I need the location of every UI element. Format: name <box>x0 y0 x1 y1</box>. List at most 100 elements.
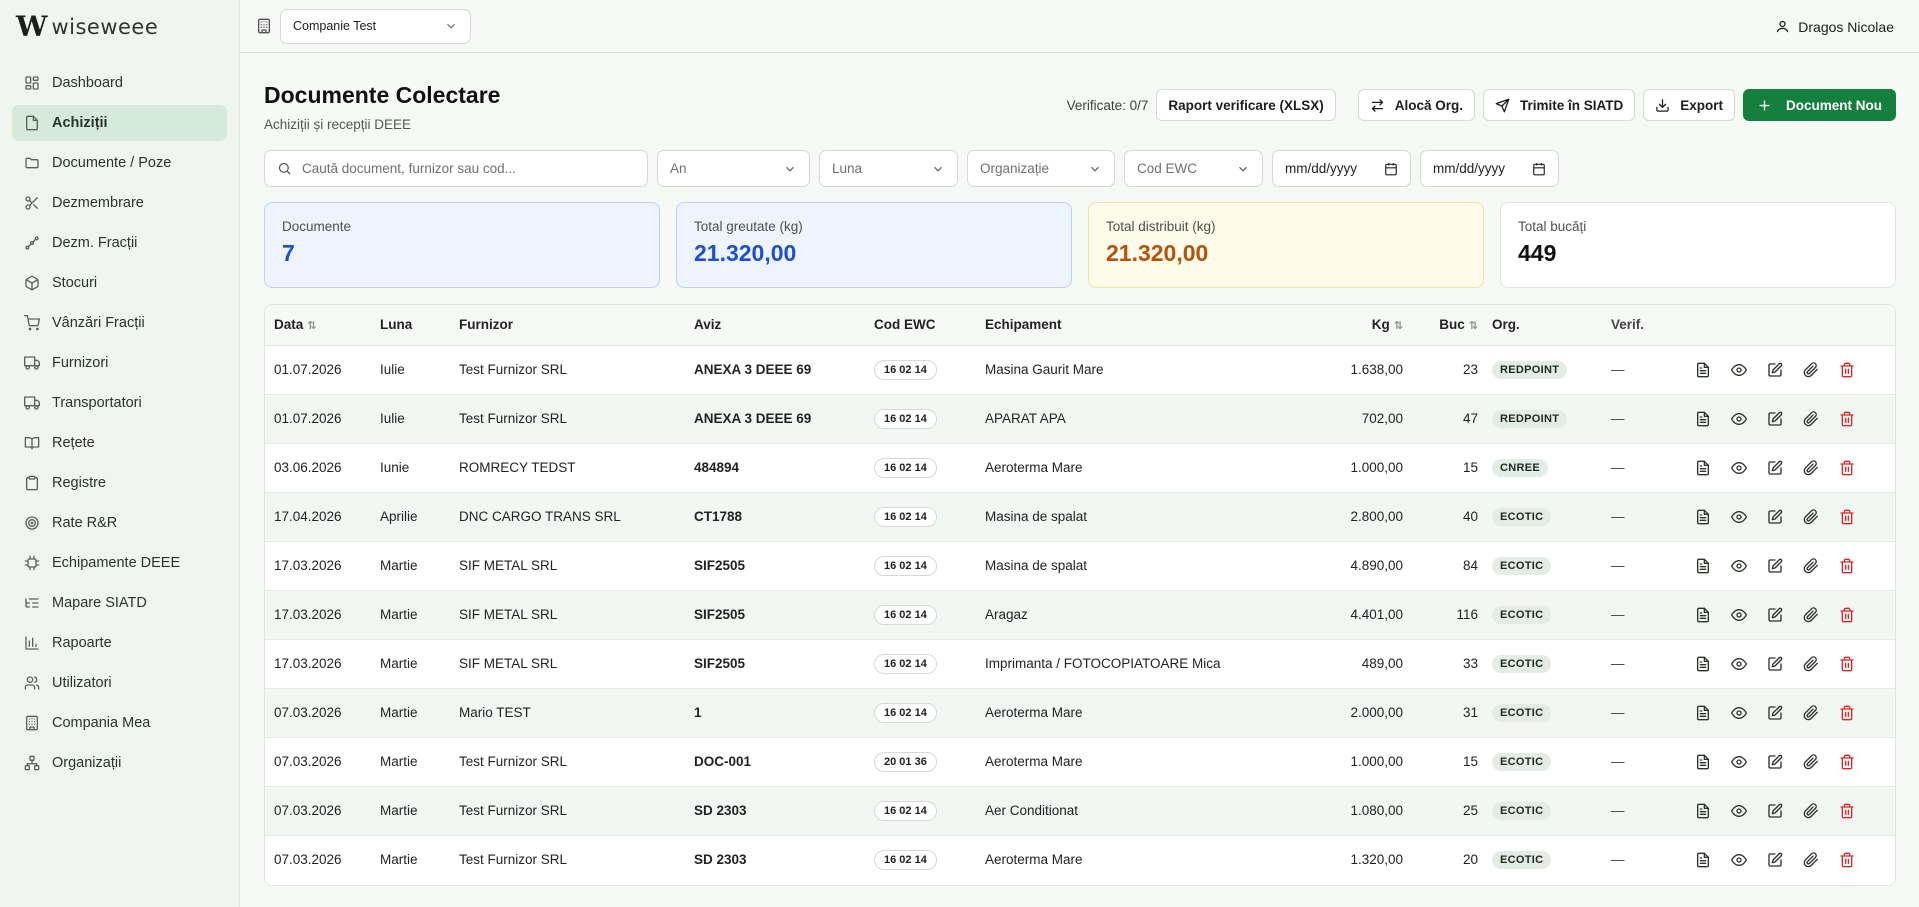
trash-icon[interactable] <box>1839 852 1855 868</box>
luna-select[interactable]: Luna <box>819 150 958 187</box>
raport-verificare-button[interactable]: Raport verificare (XLSX) <box>1156 89 1336 121</box>
table-row[interactable]: 07.03.2026 Martie Test Furnizor SRL SD 2303… <box>265 835 1895 884</box>
eye-icon[interactable] <box>1731 607 1747 623</box>
trash-icon[interactable] <box>1839 558 1855 574</box>
edit-icon[interactable] <box>1767 656 1783 672</box>
sidebar-item-documente-poze[interactable]: Documente / Poze <box>12 145 227 181</box>
view-document-icon[interactable] <box>1695 460 1711 476</box>
aloca-org-button[interactable]: Alocă Org. <box>1357 89 1475 121</box>
trash-icon[interactable] <box>1839 509 1855 525</box>
cod-ewc-select[interactable]: Cod EWC <box>1124 150 1263 187</box>
edit-icon[interactable] <box>1767 607 1783 623</box>
sidebar-item-stocuri[interactable]: Stocuri <box>12 265 227 301</box>
edit-icon[interactable] <box>1767 460 1783 476</box>
trash-icon[interactable] <box>1839 656 1855 672</box>
table-row[interactable]: 17.03.2026 Martie SIF METAL SRL SIF2505 16 0… <box>265 590 1895 640</box>
table-row[interactable]: 17.03.2026 Martie SIF METAL SRL SIF2505 16 0… <box>265 541 1895 591</box>
sidebar-item-organizatii[interactable]: Organizații <box>12 745 227 781</box>
paperclip-icon[interactable] <box>1803 802 1819 819</box>
user-menu[interactable]: Dragos Nicolae <box>1775 0 1894 53</box>
view-document-icon[interactable] <box>1695 656 1711 672</box>
eye-icon[interactable] <box>1731 705 1747 721</box>
eye-icon[interactable] <box>1731 509 1747 525</box>
edit-icon[interactable] <box>1767 558 1783 574</box>
sidebar-item-rapoarte[interactable]: Rapoarte <box>12 625 227 661</box>
paperclip-icon[interactable] <box>1803 704 1819 721</box>
table-row[interactable]: 01.07.2026 Iulie Test Furnizor SRL ANEXA 3 … <box>265 394 1895 444</box>
paperclip-icon[interactable] <box>1803 459 1819 476</box>
an-select[interactable]: An <box>657 150 810 187</box>
search-input[interactable]: Caută document, furnizor sau cod... <box>264 150 648 187</box>
table-row[interactable]: 07.03.2026 Martie Test Furnizor SRL SD 2303… <box>265 786 1895 836</box>
edit-icon[interactable] <box>1767 362 1783 378</box>
sidebar-item-retete[interactable]: Rețete <box>12 425 227 461</box>
eye-icon[interactable] <box>1731 803 1747 819</box>
sidebar-item-transportatori[interactable]: Transportatori <box>12 385 227 421</box>
eye-icon[interactable] <box>1731 852 1747 868</box>
table-row[interactable]: 03.06.2026 Iunie ROMRECY TEDST 484894 16 02 … <box>265 443 1895 493</box>
edit-icon[interactable] <box>1767 852 1783 868</box>
table-row[interactable]: 17.03.2026 Martie SIF METAL SRL SIF2505 16 0… <box>265 639 1895 689</box>
sidebar-item-dezmembrare[interactable]: Dezmembrare <box>12 185 227 221</box>
trash-icon[interactable] <box>1839 607 1855 623</box>
sidebar-item-dashboard[interactable]: Dashboard <box>12 65 227 101</box>
eye-icon[interactable] <box>1731 558 1747 574</box>
view-document-icon[interactable] <box>1695 607 1711 623</box>
paperclip-icon[interactable] <box>1803 361 1819 378</box>
trash-icon[interactable] <box>1839 460 1855 476</box>
paperclip-icon[interactable] <box>1803 606 1819 623</box>
trash-icon[interactable] <box>1839 411 1855 427</box>
sidebar-item-utilizatori[interactable]: Utilizatori <box>12 665 227 701</box>
paperclip-icon[interactable] <box>1803 557 1819 574</box>
table-row[interactable]: 07.03.2026 Martie Test Furnizor SRL DOC-001… <box>265 737 1895 787</box>
view-document-icon[interactable] <box>1695 754 1711 770</box>
edit-icon[interactable] <box>1767 754 1783 770</box>
eye-icon[interactable] <box>1731 754 1747 770</box>
trash-icon[interactable] <box>1839 754 1855 770</box>
sidebar-item-registre[interactable]: Registre <box>12 465 227 501</box>
edit-icon[interactable] <box>1767 803 1783 819</box>
edit-icon[interactable] <box>1767 509 1783 525</box>
logo[interactable]: W wiseweee <box>0 0 239 53</box>
table-row[interactable]: 07.03.2026 Martie Mario TEST 1 16 02 14 Aerot… <box>265 688 1895 738</box>
sidebar-item-achizitii[interactable]: Achiziții <box>12 105 227 141</box>
view-document-icon[interactable] <box>1695 852 1711 868</box>
company-select[interactable]: Companie Test <box>280 8 471 44</box>
organizatie-select[interactable]: Organizație <box>967 150 1115 187</box>
eye-icon[interactable] <box>1731 362 1747 378</box>
paperclip-icon[interactable] <box>1803 655 1819 672</box>
eye-icon[interactable] <box>1731 411 1747 427</box>
trash-icon[interactable] <box>1839 803 1855 819</box>
col-header-kg[interactable]: Kg ⇅ <box>1315 305 1403 346</box>
document-nou-button[interactable]: Document Nou <box>1743 89 1896 121</box>
eye-icon[interactable] <box>1731 656 1747 672</box>
view-document-icon[interactable] <box>1695 411 1711 427</box>
table-row[interactable]: 01.07.2026 Iulie Test Furnizor SRL ANEXA 3 … <box>265 345 1895 395</box>
paperclip-icon[interactable] <box>1803 753 1819 770</box>
date-from-input[interactable]: mm/dd/yyyy <box>1272 150 1411 187</box>
sidebar-item-compania-mea[interactable]: Compania Mea <box>12 705 227 741</box>
sidebar-item-echipamente-deee[interactable]: Echipamente DEEE <box>12 545 227 581</box>
paperclip-icon[interactable] <box>1803 410 1819 427</box>
edit-icon[interactable] <box>1767 705 1783 721</box>
view-document-icon[interactable] <box>1695 803 1711 819</box>
eye-icon[interactable] <box>1731 460 1747 476</box>
col-header-data[interactable]: Data ⇅ <box>265 305 380 346</box>
view-document-icon[interactable] <box>1695 362 1711 378</box>
paperclip-icon[interactable] <box>1803 508 1819 525</box>
sidebar-item-furnizori[interactable]: Furnizori <box>12 345 227 381</box>
col-header-buc[interactable]: Buc ⇅ <box>1403 305 1478 346</box>
trash-icon[interactable] <box>1839 705 1855 721</box>
table-row[interactable]: 17.04.2026 Aprilie DNC CARGO TRANS SRL CT17… <box>265 492 1895 542</box>
date-to-input[interactable]: mm/dd/yyyy <box>1420 150 1559 187</box>
export-button[interactable]: Export <box>1643 89 1735 121</box>
view-document-icon[interactable] <box>1695 558 1711 574</box>
paperclip-icon[interactable] <box>1803 851 1819 868</box>
sidebar-item-mapare-siatd[interactable]: Mapare SIATD <box>12 585 227 621</box>
view-document-icon[interactable] <box>1695 705 1711 721</box>
edit-icon[interactable] <box>1767 411 1783 427</box>
sidebar-item-vanzari-fractii[interactable]: Vânzări Fracții <box>12 305 227 341</box>
view-document-icon[interactable] <box>1695 509 1711 525</box>
sidebar-item-dezm-fractii[interactable]: Dezm. Fracții <box>12 225 227 261</box>
trimite-siatd-button[interactable]: Trimite în SIATD <box>1482 89 1636 121</box>
